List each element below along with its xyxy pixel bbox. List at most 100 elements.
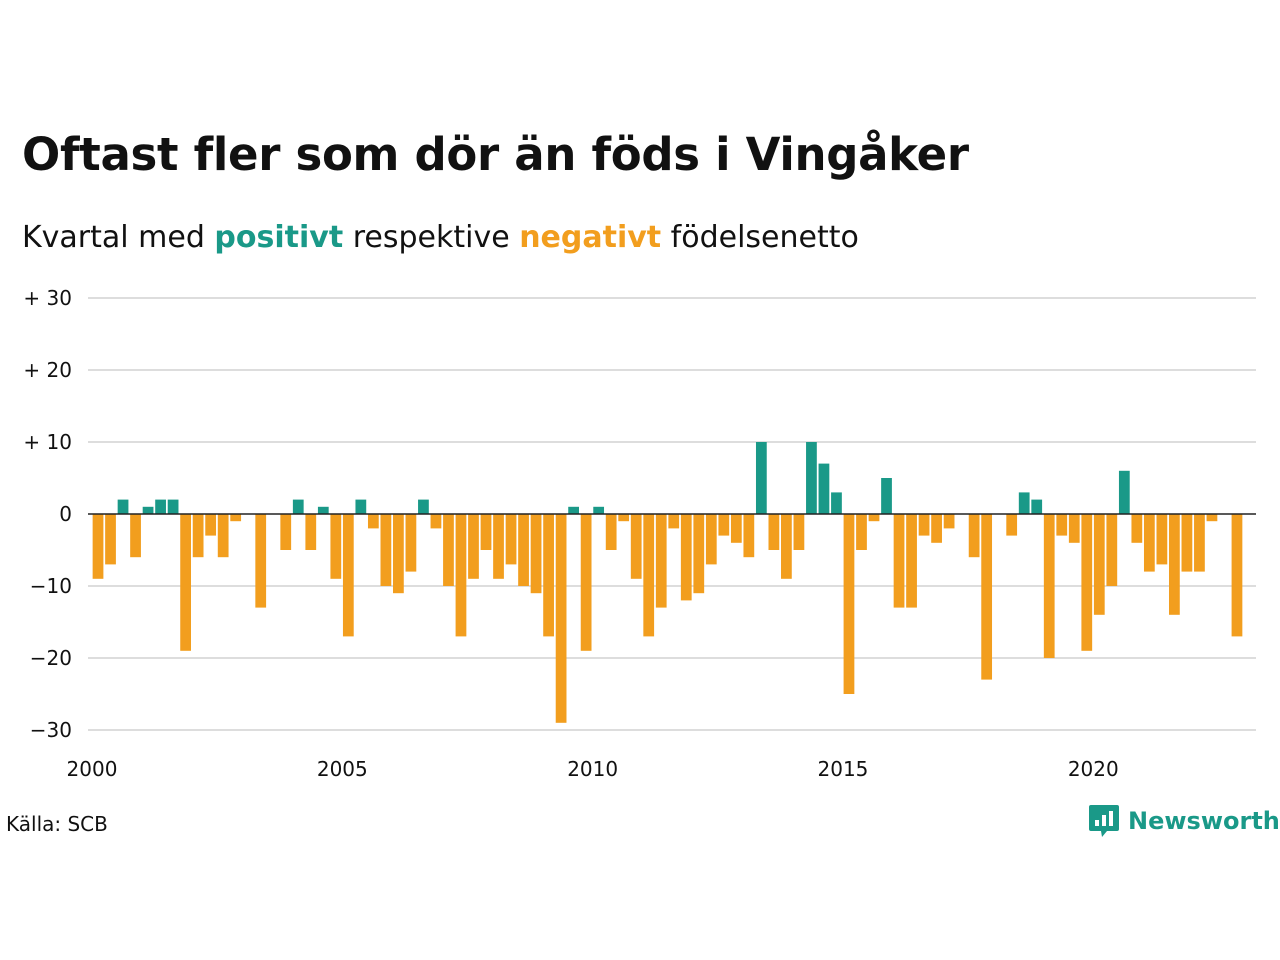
bar-negative: [230, 514, 242, 522]
bar-negative: [893, 514, 905, 608]
bar-negative: [1206, 514, 1218, 522]
bar-negative: [1156, 514, 1168, 565]
x-tick-label: 2005: [317, 757, 368, 781]
bar-negative: [443, 514, 454, 586]
bar-positive: [568, 506, 579, 514]
bar-negative: [480, 514, 492, 550]
bar-negative: [493, 514, 504, 579]
bar-negative: [630, 514, 642, 579]
bar-negative: [856, 514, 867, 550]
x-tick-label: 2000: [67, 757, 118, 781]
bar-negative: [1231, 514, 1243, 637]
y-tick-label: + 30: [23, 286, 72, 310]
bar-negative: [92, 514, 104, 579]
bar-positive: [1031, 499, 1043, 514]
bar-positive: [593, 506, 605, 514]
bar-chart: + 30 + 20 + 10 0 −10 −20 −30 2000 2005 2010 2015 20…: [23, 286, 1256, 781]
bar-negative: [968, 514, 980, 558]
x-tick-label: 2020: [1068, 757, 1119, 781]
subtitle-middle: respektive: [343, 220, 520, 255]
source-note: Källa: SCB: [6, 812, 108, 836]
bar-positive: [806, 442, 817, 514]
bar-negative: [380, 514, 392, 586]
y-tick-label: 0: [59, 502, 72, 526]
bar-negative: [580, 514, 592, 651]
y-tick-label: + 20: [23, 358, 72, 382]
bar-negative: [543, 514, 554, 637]
y-tick-label: −20: [30, 646, 72, 670]
bar-positive: [1018, 492, 1030, 514]
bar-negative: [192, 514, 204, 558]
bar-negative: [518, 514, 529, 586]
x-tick-label: 2015: [818, 757, 869, 781]
bar-negative: [843, 514, 855, 694]
bar-negative: [305, 514, 317, 550]
axis-labels: + 30 + 20 + 10 0 −10 −20 −30 2000 2005 2010 2015 20…: [23, 286, 1256, 781]
bar-positive: [155, 499, 166, 514]
bar-negative: [931, 514, 942, 543]
bar-negative: [693, 514, 705, 594]
bar-negative: [918, 514, 930, 536]
bar-negative: [455, 514, 467, 637]
bar-negative: [205, 514, 217, 536]
bar-negative: [868, 514, 880, 522]
bar-positive: [167, 499, 179, 514]
bar-negative: [1093, 514, 1105, 615]
bar-negative: [768, 514, 780, 550]
bar-negative: [618, 514, 630, 522]
bar-negative: [1169, 514, 1180, 615]
grid-lines: [88, 297, 1256, 731]
bar-negative: [330, 514, 342, 579]
bar-negative: [180, 514, 191, 651]
bar-positive: [292, 499, 304, 514]
bar-negative: [1194, 514, 1205, 572]
bar-negative: [468, 514, 479, 579]
bar-negative: [342, 514, 354, 637]
subtitle-negative-word: negativt: [519, 220, 662, 255]
bar-negative: [1006, 514, 1018, 536]
newsworthy-logo-icon: [1089, 805, 1119, 837]
bar-negative: [906, 514, 917, 608]
brand-name: Newsworthy: [1128, 807, 1280, 835]
bar-negative: [680, 514, 692, 601]
bar-positive: [117, 499, 129, 514]
chart-title: Oftast fler som dör än föds i Vingåker: [22, 128, 969, 181]
bar-negative: [1181, 514, 1193, 572]
bar-negative: [1081, 514, 1093, 651]
bar-positive: [418, 499, 429, 514]
bar-negative: [105, 514, 116, 565]
bar-negative: [555, 514, 567, 723]
bar-negative: [405, 514, 417, 572]
brand-logo: Newsworthy: [1088, 803, 1280, 839]
bar-negative: [1131, 514, 1143, 543]
bar-negative: [743, 514, 755, 558]
bar-negative: [530, 514, 542, 594]
bar-negative: [1043, 514, 1055, 658]
subtitle-suffix: födelsenetto: [661, 220, 859, 255]
bar-negative: [393, 514, 404, 594]
bar-negative: [981, 514, 993, 680]
bar-negative: [730, 514, 742, 543]
bar-negative: [217, 514, 229, 558]
y-tick-label: −30: [30, 718, 72, 742]
bar-negative: [255, 514, 267, 608]
bar-positive: [355, 499, 367, 514]
bar-negative: [655, 514, 667, 608]
bar-negative: [668, 514, 680, 529]
bar-negative: [705, 514, 717, 565]
bar-negative: [130, 514, 141, 558]
bar-negative: [1056, 514, 1068, 536]
bar-negative: [367, 514, 379, 529]
chart-subtitle: Kvartal med positivt respektive negativt…: [22, 220, 859, 255]
bar-negative: [280, 514, 292, 550]
bar-positive: [755, 442, 767, 514]
bar-negative: [430, 514, 442, 529]
bar-positive: [1118, 470, 1130, 514]
bar-negative: [505, 514, 517, 565]
bar-negative: [605, 514, 617, 550]
subtitle-positive-word: positivt: [214, 220, 344, 255]
bar-positive: [818, 463, 830, 514]
bar-negative: [1143, 514, 1155, 572]
bar-negative: [1106, 514, 1118, 586]
y-tick-label: −10: [30, 574, 72, 598]
